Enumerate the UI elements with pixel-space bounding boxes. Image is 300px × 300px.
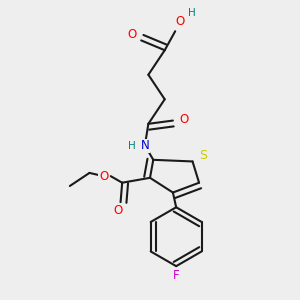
Text: O: O [99,170,108,183]
Text: F: F [173,269,179,282]
Text: H: H [128,141,136,151]
Text: H: H [188,8,195,18]
Text: O: O [113,204,123,217]
Text: O: O [179,113,188,126]
Text: O: O [128,28,136,41]
Text: O: O [176,15,185,28]
Text: N: N [141,139,149,152]
Text: S: S [199,149,207,162]
